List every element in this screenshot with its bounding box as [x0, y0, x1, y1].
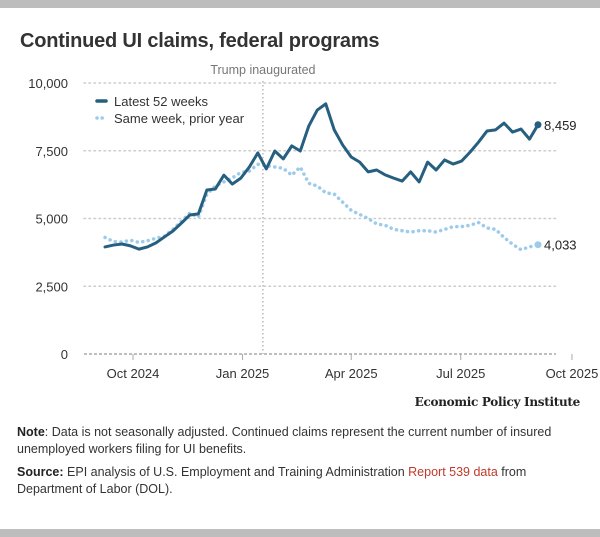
x-tick-label: Oct 2024: [107, 366, 160, 381]
source-label: Source:: [17, 465, 64, 479]
y-tick-label: 0: [61, 347, 68, 362]
note-body: : Data is not seasonally adjusted. Conti…: [17, 425, 552, 456]
end-value-label: 8,459: [544, 118, 577, 133]
end-value-label: 4,033: [544, 238, 577, 253]
source-body-after: from Department of Labor (DOL).: [17, 465, 527, 496]
note-label: Note: [17, 425, 45, 439]
x-tick-label: Oct 2025: [546, 366, 599, 381]
x-axis: Oct 2024 Jan 2025 Apr 2025 Jul 2025 Oct 2025: [84, 353, 599, 381]
x-tick-label: Apr 2025: [325, 366, 378, 381]
y-axis: 0 2,500 5,000 7,500 10,000: [28, 76, 68, 362]
y-tick-label: 5,000: [35, 212, 68, 227]
legend: Latest 52 weeks Same week, prior year: [95, 94, 245, 126]
source-body-before: EPI analysis of U.S. Employment and Trai…: [63, 465, 409, 479]
legend-label: Same week, prior year: [114, 111, 245, 126]
chart-card: Continued UI claims, federal programs: [0, 8, 600, 529]
y-tick-label: 7,500: [35, 144, 68, 159]
gridlines: [83, 82, 557, 287]
source-text: Source: EPI analysis of U.S. Employment …: [17, 464, 587, 498]
y-tick-label: 10,000: [28, 76, 68, 91]
chart-title: Continued UI claims, federal programs: [20, 30, 380, 52]
y-tick-label: 2,500: [35, 279, 68, 294]
series-lines: 4,033 8,459: [103, 102, 577, 253]
series-same-week-prior-year: [103, 162, 540, 252]
x-tick-label: Jan 2025: [216, 366, 270, 381]
credit-label: Economic Policy Institute: [414, 395, 581, 409]
annotations: Trump inaugurated: [210, 63, 316, 354]
end-point-marker: [534, 241, 542, 249]
report-539-link[interactable]: Report 539 data: [408, 465, 498, 479]
trump-inauguration-label: Trump inaugurated: [210, 63, 315, 77]
note-text: Note: Data is not seasonally adjusted. C…: [17, 424, 587, 458]
legend-label: Latest 52 weeks: [114, 94, 208, 109]
series-latest-52-weeks: [103, 102, 540, 251]
end-point-marker: [534, 121, 542, 129]
x-tick-label: Jul 2025: [436, 366, 485, 381]
